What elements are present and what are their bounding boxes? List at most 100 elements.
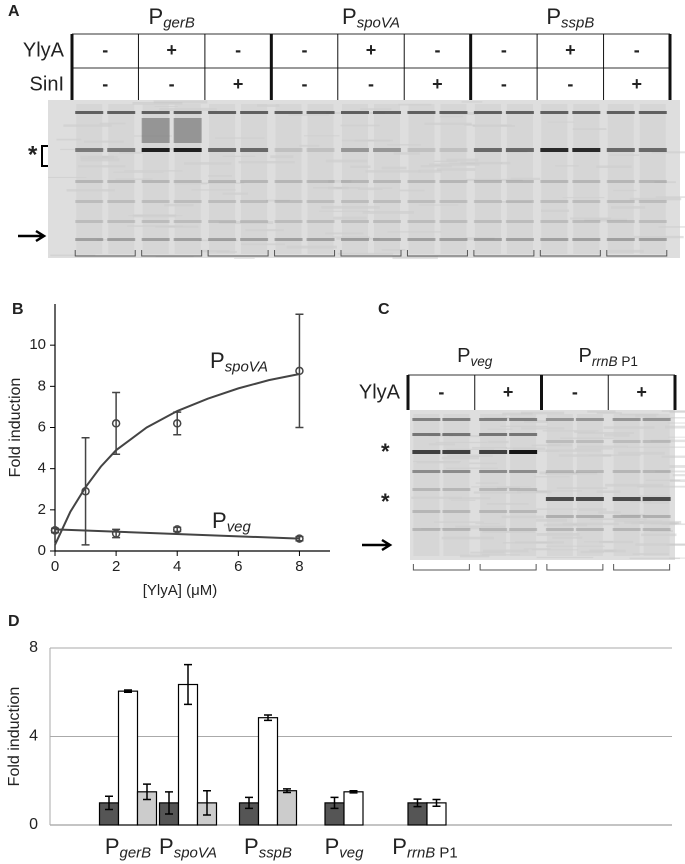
gel-smear xyxy=(48,176,87,178)
row-label: YlyA xyxy=(359,381,401,403)
gel-smear xyxy=(392,256,438,260)
gel-smear xyxy=(668,436,685,438)
panel-label: B xyxy=(12,301,24,318)
gel-band xyxy=(173,200,202,203)
gel-band xyxy=(208,238,237,241)
sign: + xyxy=(565,40,576,60)
gel-band xyxy=(412,433,441,436)
gel-lane xyxy=(541,104,568,254)
gel-band xyxy=(141,200,170,203)
gel-band xyxy=(479,433,508,436)
gel-band xyxy=(373,238,401,241)
gel-lane xyxy=(209,104,236,254)
gel-band xyxy=(638,238,667,241)
sign: + xyxy=(166,40,177,60)
gel-lane xyxy=(546,414,573,556)
gel-band xyxy=(642,418,671,421)
gel-band xyxy=(473,220,502,223)
x-tick-label: 8 xyxy=(295,558,303,575)
gel-band xyxy=(240,111,269,114)
gel-band xyxy=(540,200,569,203)
gel-band xyxy=(373,111,401,114)
gel-band xyxy=(439,148,468,152)
label-sub: rrnB xyxy=(407,844,435,861)
gel-band xyxy=(473,200,502,203)
gel-band xyxy=(412,528,441,531)
gel-band xyxy=(575,497,604,501)
gel-band xyxy=(575,470,604,473)
gel-band xyxy=(208,148,237,152)
y-axis-label: Fold induction xyxy=(7,378,24,478)
sign: + xyxy=(366,40,377,60)
gel-band xyxy=(407,180,436,183)
gel-band xyxy=(545,418,574,421)
gel-smear xyxy=(222,192,248,195)
promoter-label: PspoVA xyxy=(342,4,400,32)
gel-band xyxy=(141,180,170,183)
series-label: PspoVA xyxy=(210,348,268,376)
gel-band xyxy=(173,111,202,114)
lane-bracket xyxy=(207,250,269,257)
gel-smear xyxy=(669,465,685,468)
gel-smear xyxy=(545,449,601,452)
series-label: Pveg xyxy=(212,508,251,536)
gel-smear xyxy=(461,101,483,103)
gel-band xyxy=(442,470,471,473)
gel-band xyxy=(606,148,635,152)
row-label: YlyA xyxy=(23,39,65,61)
gel-smear xyxy=(234,257,255,259)
gel-smear xyxy=(546,545,605,547)
gel-smear xyxy=(577,431,635,435)
gel-smear xyxy=(428,434,453,437)
gel-band xyxy=(75,180,104,183)
lane-bracket xyxy=(546,564,604,571)
gel-smear xyxy=(482,530,535,533)
gel-smear xyxy=(589,549,617,552)
gel-band xyxy=(572,111,601,114)
gel-smear xyxy=(328,180,352,183)
gel-band xyxy=(341,238,369,241)
gel-lane xyxy=(76,104,103,254)
x-tick-label: 6 xyxy=(234,558,242,575)
x-tick-label: PrrnB P1 xyxy=(392,834,457,862)
gel-band xyxy=(439,220,468,223)
gel-lane xyxy=(613,414,640,556)
gel-smear xyxy=(629,557,681,560)
sign: - xyxy=(634,40,640,60)
gel-smear xyxy=(420,164,452,168)
gel-band xyxy=(75,148,104,152)
error-bar xyxy=(349,789,358,794)
gel-smear xyxy=(357,188,383,191)
label-main: P xyxy=(159,834,174,859)
lane-bracket xyxy=(340,250,402,257)
gel-band xyxy=(141,111,170,114)
error-bar xyxy=(105,795,113,811)
gel-band xyxy=(274,238,303,241)
gel-band xyxy=(638,148,667,152)
sign: - xyxy=(302,40,308,60)
gel-band xyxy=(442,418,471,421)
gel-band xyxy=(509,510,538,513)
gel-band xyxy=(509,470,538,473)
gel-band xyxy=(208,180,237,183)
gel-lane xyxy=(506,104,533,254)
gel-smear xyxy=(83,140,124,143)
gel-band xyxy=(412,418,441,421)
gel-smear xyxy=(618,451,665,455)
gel-band xyxy=(575,528,604,531)
x-tick-label: Pveg xyxy=(325,834,364,862)
gel-smear xyxy=(596,490,621,493)
gel-band xyxy=(439,200,468,203)
gel-smear xyxy=(446,448,495,450)
label-sub: rrnB xyxy=(592,354,618,369)
lane-bracket xyxy=(539,250,601,257)
gel-band xyxy=(540,111,569,114)
gel-smear xyxy=(668,557,685,559)
gel-band xyxy=(612,440,641,443)
gel-smear xyxy=(665,425,685,429)
gel-band xyxy=(572,238,601,241)
gel-band xyxy=(479,510,508,513)
gel-band xyxy=(606,220,635,223)
lane-bracket xyxy=(479,564,537,571)
gel-band xyxy=(638,200,667,203)
